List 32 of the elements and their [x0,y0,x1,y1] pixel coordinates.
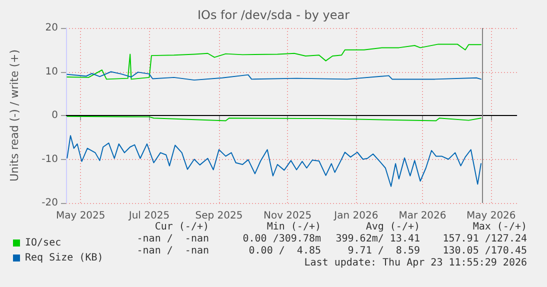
x-tick-label: Nov 2025 [263,210,312,222]
text: -nan / -nan [136,246,210,256]
x-tick-label: May 2026 [466,210,516,222]
legend-label: Req Size (KB) [25,252,104,264]
x-tick-label: Mar 2026 [398,210,446,222]
y-tick-label: -10 [42,154,58,165]
x-tick-label: Sep 2025 [195,210,243,222]
text: Cur (-/+) [154,222,210,232]
text: 0.00 / 4.85 [248,246,322,256]
y-tick-label: 0 [52,110,58,121]
text: 130.05 /170.45 [442,246,528,256]
text: Avg (-/+) [366,222,420,232]
x-tick-label: Jan 2026 [333,210,378,222]
text: 157.91 /127.24 [442,234,528,244]
text: 399.62m/ 13.41 [336,234,420,244]
y-tick-label: 20 [45,22,58,34]
x-tick-label: May 2025 [56,210,106,222]
y-tick-label: 10 [45,66,58,78]
text: 0.00 /309.78m [242,234,322,244]
y-tick-label: -20 [42,198,58,208]
line-series [66,135,482,187]
y-axis-title: Units read (-) / write (+) [8,49,21,182]
text: 9.71 / 8.59 [348,246,420,256]
text: Last update: Thu Apr 23 11:55:29 2026 [304,258,528,268]
legend-label: IO/sec [25,238,62,248]
line-series [66,44,482,80]
chart-title: IOs for /dev/sda - by year [197,8,350,22]
text: -nan / -nan [136,234,210,244]
text: Max (-/+) [472,222,528,232]
x-tick-label: Jul 2025 [128,210,170,222]
text: Min (-/+) [266,222,322,232]
line-series [66,71,482,81]
